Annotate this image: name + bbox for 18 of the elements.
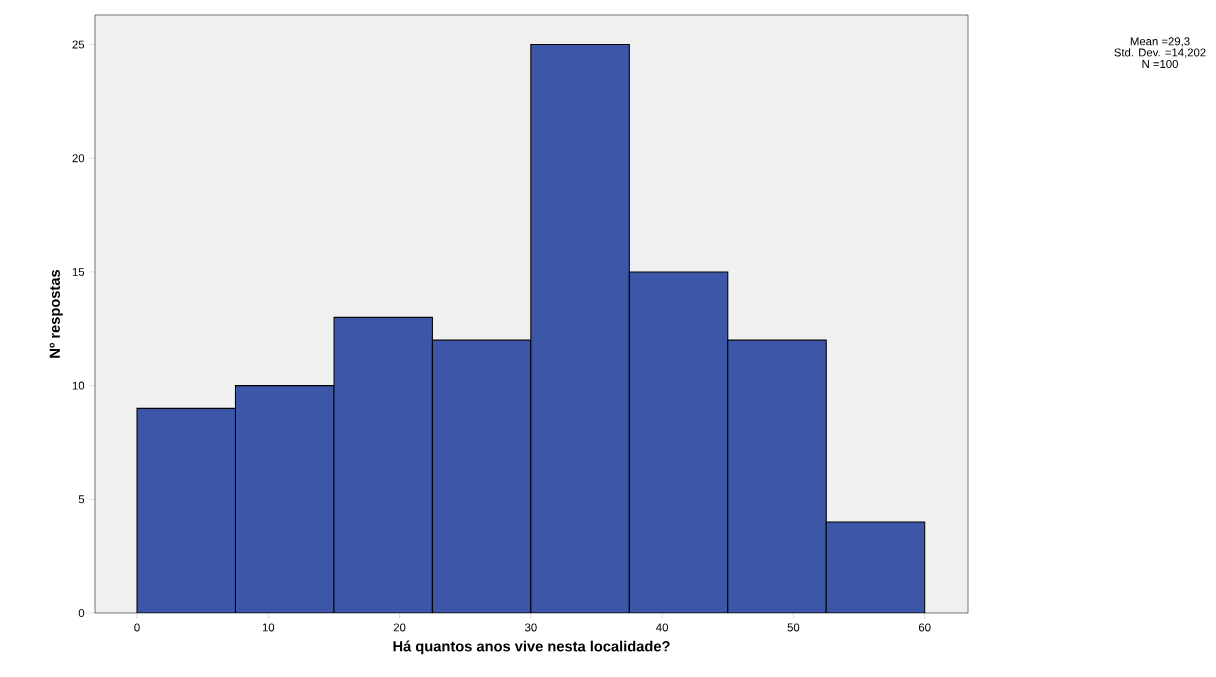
- x-tick-label: 40: [656, 623, 668, 632]
- x-tick-label: 50: [787, 623, 800, 632]
- y-tick-label: 5: [78, 495, 85, 504]
- x-tick-label: 30: [524, 623, 537, 632]
- x-axis-title: Há quantos anos vive nesta localidade?: [393, 640, 670, 655]
- x-tick-label: 20: [393, 623, 406, 632]
- x-tick-label: 10: [262, 623, 275, 632]
- x-tick-label: 0: [134, 623, 140, 632]
- y-tick-label: 15: [72, 267, 85, 276]
- y-tick-label: 0: [78, 608, 85, 617]
- y-tick-label: 20: [72, 154, 85, 163]
- y-tick-label: 10: [72, 381, 85, 390]
- text: N =100: [1142, 59, 1178, 68]
- y-axis-title: Nº respostas: [49, 269, 63, 358]
- y-tick-label: 25: [72, 40, 85, 49]
- x-tick-label: 60: [918, 623, 931, 632]
- text: Mean =29,3: [1130, 37, 1190, 47]
- text: Std. Dev. =14,202: [1114, 48, 1206, 58]
